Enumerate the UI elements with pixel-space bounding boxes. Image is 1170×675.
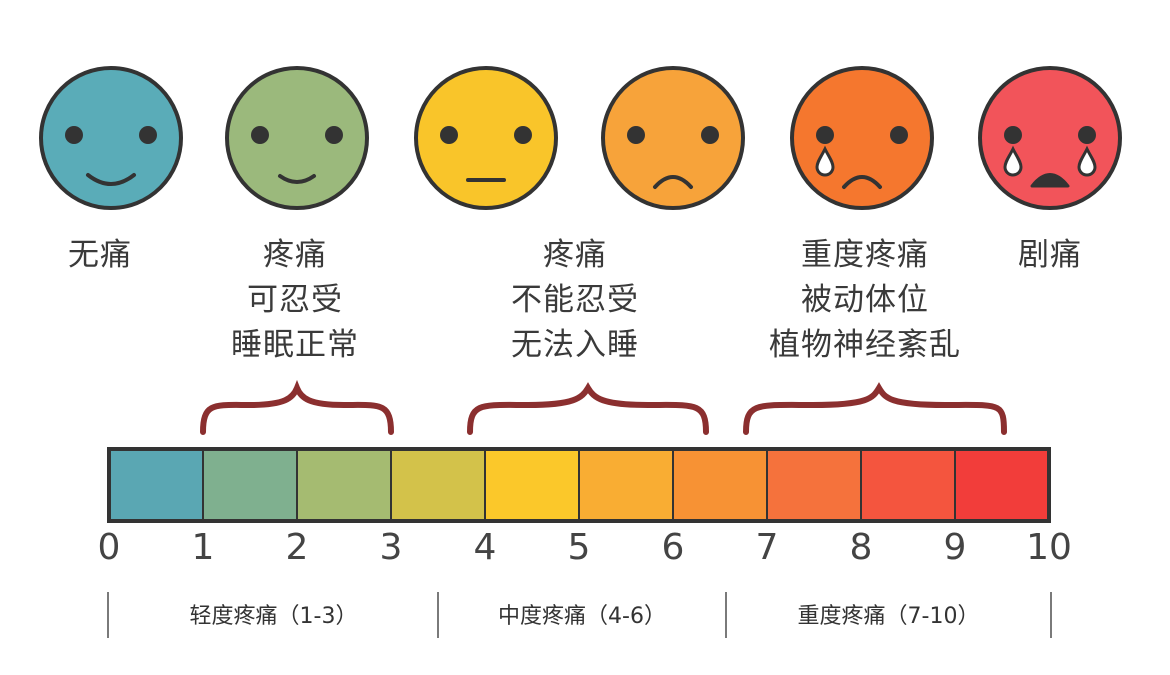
right-eye-icon (139, 126, 157, 144)
face-icon (39, 66, 183, 210)
desc-line: 被动体位 (801, 282, 929, 318)
brace-mild (200, 380, 394, 435)
desc-line: 重度疼痛 (801, 237, 929, 273)
desc-line: 无法入睡 (511, 327, 639, 363)
scale-segment (672, 448, 768, 522)
range-label-severe: 重度疼痛（7-10） (797, 604, 980, 629)
tick-label: 9 (943, 527, 967, 568)
scale-segment (766, 448, 862, 522)
range-divider (437, 592, 439, 638)
brace-severe (743, 382, 1007, 435)
desc-severe-pain: 重度疼痛 被动体位 植物神经紊乱 (745, 233, 985, 368)
left-eye-icon (1004, 126, 1022, 144)
face-severe-pain (787, 63, 937, 213)
frown-mouth-icon (842, 175, 882, 189)
range-label-moderate: 中度疼痛（4-6） (498, 604, 666, 629)
face-circle (790, 66, 934, 210)
scale-segment (860, 448, 956, 522)
face-neutral-pain (411, 63, 561, 213)
range-divider (725, 592, 727, 638)
tear-drop-icon (815, 145, 835, 177)
left-eye-icon (251, 126, 269, 144)
desc-worst-pain: 剧痛 (930, 233, 1170, 278)
scale-segment (390, 448, 486, 522)
left-eye-icon (65, 126, 83, 144)
scale-segment (578, 448, 674, 522)
brace-moderate (467, 382, 709, 435)
tick-label: 2 (285, 527, 309, 568)
tick-label: 6 (661, 527, 685, 568)
face-circle (414, 66, 558, 210)
scale-segment (484, 448, 580, 522)
desc-line: 剧痛 (1018, 237, 1082, 273)
face-moderate-pain (598, 63, 748, 213)
smile-mouth-icon (86, 173, 136, 186)
right-eye-icon (325, 126, 343, 144)
right-eye-icon (1078, 126, 1096, 144)
open-mouth-icon (1030, 173, 1070, 188)
tick-label: 8 (849, 527, 873, 568)
left-eye-icon (440, 126, 458, 144)
face-icon (414, 66, 558, 210)
desc-mild-pain: 疼痛 可忍受 睡眠正常 (175, 233, 415, 368)
scale-segment (954, 448, 1050, 522)
face-icon (225, 66, 369, 210)
tick-label: 4 (473, 527, 497, 568)
tick-label: 3 (379, 527, 403, 568)
desc-line: 疼痛 (263, 237, 327, 273)
tick-label: 10 (1026, 527, 1072, 568)
face-icon (790, 66, 934, 210)
frown-mouth-icon (653, 175, 693, 189)
right-eye-icon (701, 126, 719, 144)
tear-drop-icon (1003, 145, 1023, 177)
left-eye-icon (627, 126, 645, 144)
tick-label: 0 (97, 527, 121, 568)
range-divider (107, 592, 109, 638)
scale-segment (108, 448, 204, 522)
tear-drop-icon (1077, 145, 1097, 177)
brace-group (200, 380, 1007, 435)
face-circle (39, 66, 183, 210)
smile-mouth-icon (278, 174, 316, 184)
face-icon (978, 66, 1122, 210)
pain-scale-bar (107, 447, 1051, 523)
tick-label: 5 (567, 527, 591, 568)
desc-line: 睡眠正常 (231, 327, 359, 363)
right-eye-icon (890, 126, 908, 144)
range-label-mild: 轻度疼痛（1-3） (189, 604, 358, 629)
right-eye-icon (514, 126, 532, 144)
scale-segment (202, 448, 298, 522)
face-mild-pain (222, 63, 372, 213)
face-circle (225, 66, 369, 210)
tick-label: 1 (191, 527, 215, 568)
tick-label: 7 (755, 527, 779, 568)
desc-line: 无痛 (68, 237, 132, 273)
range-divider (1050, 592, 1052, 638)
desc-moderate-pain: 疼痛 不能忍受 无法入睡 (455, 233, 695, 368)
face-worst-pain (975, 63, 1125, 213)
left-eye-icon (816, 126, 834, 144)
scale-segment (296, 448, 392, 522)
desc-no-pain: 无痛 (0, 233, 220, 278)
scale-outline (107, 447, 1051, 523)
face-no-pain (36, 63, 186, 213)
desc-line: 不能忍受 (511, 282, 639, 318)
face-icon (601, 66, 745, 210)
face-circle (601, 66, 745, 210)
desc-line: 疼痛 (543, 237, 607, 273)
desc-line: 可忍受 (247, 282, 343, 318)
desc-line: 植物神经紊乱 (769, 327, 961, 363)
